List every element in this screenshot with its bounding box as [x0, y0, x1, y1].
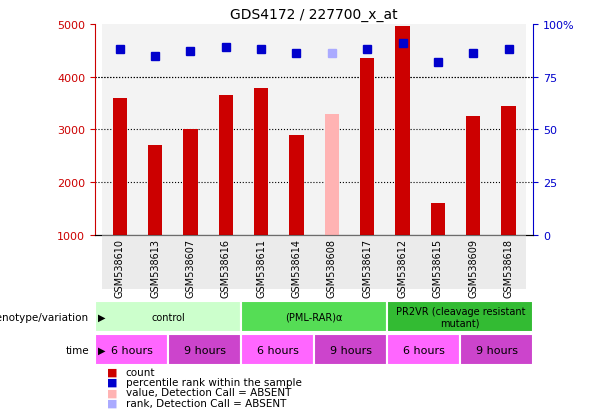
Text: ■: ■	[107, 367, 118, 377]
Text: 9 hours: 9 hours	[183, 345, 226, 355]
Bar	[431, 204, 445, 235]
Text: GSM538615: GSM538615	[433, 238, 443, 297]
Bar	[466, 117, 481, 235]
Text: percentile rank within the sample: percentile rank within the sample	[126, 377, 302, 387]
Bar	[95, 301, 241, 332]
Bar	[385, 25, 420, 235]
Bar	[148, 146, 162, 235]
Text: ■: ■	[107, 398, 118, 408]
Bar	[137, 235, 173, 289]
Text: 6 hours: 6 hours	[257, 345, 299, 355]
Bar	[501, 107, 516, 235]
Text: ▶: ▶	[98, 312, 105, 322]
Text: GSM538616: GSM538616	[221, 238, 231, 297]
Bar	[95, 335, 168, 366]
Text: control: control	[151, 312, 185, 322]
Text: 9 hours: 9 hours	[476, 345, 518, 355]
Bar	[314, 335, 387, 366]
Text: PR2VR (cleavage resistant
mutant): PR2VR (cleavage resistant mutant)	[395, 306, 525, 328]
Bar	[279, 25, 314, 235]
Text: GSM538614: GSM538614	[292, 238, 302, 297]
Text: ■: ■	[107, 377, 118, 387]
Text: ▶: ▶	[98, 345, 105, 355]
Text: rank, Detection Call = ABSENT: rank, Detection Call = ABSENT	[126, 398, 286, 408]
Bar	[491, 235, 526, 289]
Bar	[395, 27, 409, 235]
Bar	[491, 25, 526, 235]
Bar	[387, 301, 533, 332]
Text: GSM538608: GSM538608	[327, 238, 337, 297]
Bar	[420, 235, 455, 289]
Text: 6 hours: 6 hours	[403, 345, 444, 355]
Bar	[455, 25, 491, 235]
Bar	[460, 335, 533, 366]
Text: 9 hours: 9 hours	[330, 345, 371, 355]
Bar	[219, 96, 233, 235]
Bar	[349, 25, 385, 235]
Text: GSM538613: GSM538613	[150, 238, 160, 297]
Bar	[254, 89, 268, 235]
Bar	[243, 235, 279, 289]
Bar	[243, 25, 279, 235]
Text: time: time	[65, 345, 89, 355]
Text: (PML-RAR)α: (PML-RAR)α	[286, 312, 343, 322]
Bar	[241, 301, 387, 332]
Text: 6 hours: 6 hours	[110, 345, 153, 355]
Bar	[168, 335, 241, 366]
Bar	[289, 135, 303, 235]
Bar	[360, 59, 375, 235]
Text: GSM538610: GSM538610	[115, 238, 125, 297]
Bar	[349, 235, 385, 289]
Text: GSM538618: GSM538618	[503, 238, 514, 297]
Bar	[241, 335, 314, 366]
Bar	[314, 25, 349, 235]
Text: GSM538611: GSM538611	[256, 238, 266, 297]
Bar	[102, 25, 137, 235]
Text: count: count	[126, 367, 155, 377]
Bar	[102, 235, 137, 289]
Bar	[279, 235, 314, 289]
Text: value, Detection Call = ABSENT: value, Detection Call = ABSENT	[126, 387, 291, 397]
Bar	[113, 98, 127, 235]
Bar	[137, 25, 173, 235]
Bar	[173, 235, 208, 289]
Text: GSM538607: GSM538607	[186, 238, 196, 297]
Bar	[183, 130, 197, 235]
Text: genotype/variation: genotype/variation	[0, 312, 89, 322]
Bar	[314, 235, 349, 289]
Text: GSM538612: GSM538612	[397, 238, 408, 297]
Bar	[420, 25, 455, 235]
Bar	[455, 235, 491, 289]
Bar	[385, 235, 420, 289]
Bar	[173, 25, 208, 235]
Text: GSM538609: GSM538609	[468, 238, 478, 297]
Bar	[208, 235, 243, 289]
Bar	[387, 335, 460, 366]
Bar	[208, 25, 243, 235]
Text: ■: ■	[107, 387, 118, 397]
Text: GSM538617: GSM538617	[362, 238, 372, 297]
Title: GDS4172 / 227700_x_at: GDS4172 / 227700_x_at	[230, 8, 398, 22]
Bar	[325, 114, 339, 235]
